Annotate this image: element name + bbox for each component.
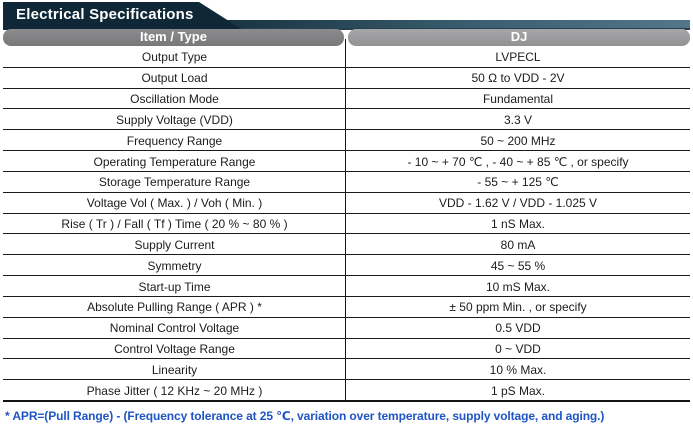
section-title-tab: Electrical Specifications <box>3 2 243 30</box>
table-row: Oscillation Mode Fundamental <box>3 89 690 110</box>
table-row: Output Load 50 Ω to VDD - 2V <box>3 68 690 89</box>
column-header-dj-label: DJ <box>510 29 528 44</box>
table-row: Start-up Time 10 mS Max. <box>3 276 690 297</box>
value-cell: - 55 ~ + 125 ℃ <box>477 175 559 190</box>
item-cell: Control Voltage Range <box>114 342 235 356</box>
table-row: Frequency Range 50 ~ 200 MHz <box>3 130 690 152</box>
value-cell: 45 ~ 55 % <box>490 258 546 273</box>
value-cell: 3.3 V <box>503 112 533 127</box>
value-cell: 0.5 VDD <box>495 321 541 336</box>
item-cell: Frequency Range <box>126 133 223 148</box>
spec-table-body: Output Type LVPECL Output Load 50 Ω to V… <box>3 47 690 402</box>
value-cell: 0 ~ VDD <box>495 342 541 356</box>
value-cell: VDD - 1.62 V / VDD - 1.025 V <box>438 196 598 211</box>
value-cell: Fundamental <box>482 92 554 107</box>
item-cell: Supply Voltage (VDD) <box>116 112 233 127</box>
table-row: Supply Voltage (VDD) 3.3 V <box>3 109 690 131</box>
table-row: Storage Temperature Range - 55 ~ + 125 ℃ <box>3 172 690 193</box>
value-cell: 50 Ω to VDD - 2V <box>471 71 565 86</box>
item-cell: Output Type <box>141 50 208 65</box>
table-row: Phase Jitter ( 12 KHz ~ 20 MHz ) 1 pS Ma… <box>3 380 690 400</box>
value-cell: LVPECL <box>495 50 541 65</box>
item-cell: Storage Temperature Range <box>98 175 251 190</box>
table-row: Control Voltage Range 0 ~ VDD <box>3 339 690 360</box>
column-header-item-type: Item / Type <box>3 29 344 46</box>
table-row: Output Type LVPECL <box>3 47 690 68</box>
item-cell: Rise ( Tr ) / Fall ( Tf ) Time ( 20 % ~ … <box>61 217 288 232</box>
item-cell: Start-up Time <box>138 279 211 294</box>
value-cell: 80 mA <box>500 237 536 252</box>
table-row: Symmetry 45 ~ 55 % <box>3 255 690 277</box>
column-header-item-type-label: Item / Type <box>140 29 207 44</box>
item-cell: Phase Jitter ( 12 KHz ~ 20 MHz ) <box>86 383 263 398</box>
item-cell: Linearity <box>151 362 198 377</box>
table-row: Rise ( Tr ) / Fall ( Tf ) Time ( 20 % ~ … <box>3 214 690 235</box>
item-cell: Voltage Vol ( Max. ) / Voh ( Min. ) <box>86 196 263 211</box>
item-cell: Operating Temperature Range <box>93 154 256 169</box>
table-row: Nominal Control Voltage 0.5 VDD <box>3 318 690 339</box>
item-cell: Symmetry <box>147 258 202 273</box>
value-cell: - 10 ~ + 70 ℃ , - 40 ~ + 85 ℃ , or speci… <box>407 154 629 169</box>
value-cell: 10 mS Max. <box>485 279 551 294</box>
apr-footnote: * APR=(Pull Range) - (Frequency toleranc… <box>5 409 605 423</box>
table-row: Operating Temperature Range - 10 ~ + 70 … <box>3 151 690 172</box>
item-cell: Output Load <box>141 71 208 86</box>
item-cell: Oscillation Mode <box>130 92 219 107</box>
value-cell: 10 % Max. <box>489 362 547 377</box>
table-row: Absolute Pulling Range ( APR ) * ± 50 pp… <box>3 297 690 318</box>
table-row: Supply Current 80 mA <box>3 234 690 256</box>
table-row: Linearity 10 % Max. <box>3 359 690 381</box>
column-header-dj: DJ <box>348 29 690 46</box>
value-cell: ± 50 ppm Min. , or specify <box>449 300 587 315</box>
item-cell: Absolute Pulling Range ( APR ) * <box>87 300 262 315</box>
item-cell: Nominal Control Voltage <box>109 321 240 336</box>
value-cell: 1 pS Max. <box>490 383 546 398</box>
value-cell: 50 ~ 200 MHz <box>480 133 556 148</box>
item-cell: Supply Current <box>134 237 215 252</box>
header-accent-band <box>3 20 690 30</box>
page-title: Electrical Specifications <box>16 6 194 23</box>
table-column-divider <box>345 39 346 402</box>
table-row: Voltage Vol ( Max. ) / Voh ( Min. ) VDD … <box>3 193 690 214</box>
value-cell: 1 nS Max. <box>490 217 546 232</box>
